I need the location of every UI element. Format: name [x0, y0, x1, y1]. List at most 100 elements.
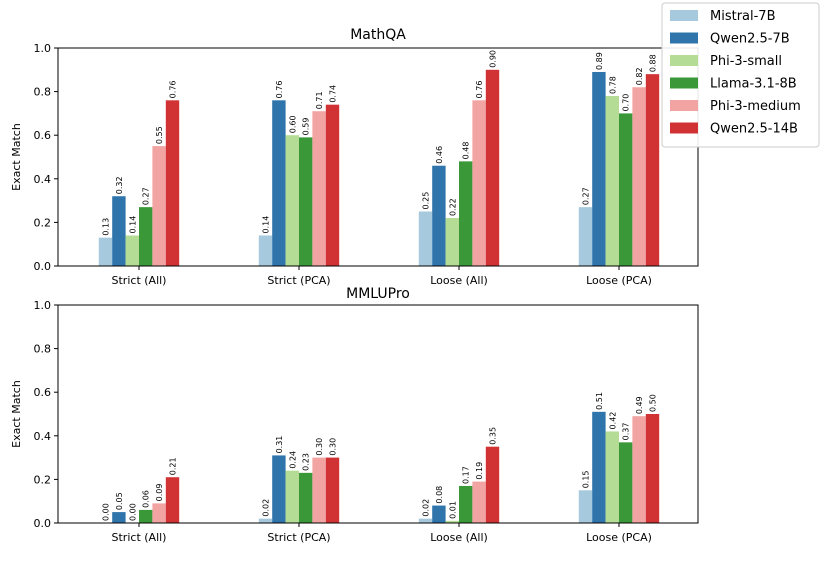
bar: [165, 100, 180, 266]
bar: [285, 470, 299, 523]
legend-label: Mistral-7B: [710, 9, 776, 24]
bar: [418, 518, 433, 523]
x-tick-label: Loose (PCA): [586, 274, 652, 287]
bar-value-label: 0.22: [448, 198, 457, 216]
y-axis-label: Exact Match: [10, 123, 23, 191]
bar: [592, 411, 606, 523]
bar: [432, 165, 446, 266]
legend-frame: [661, 2, 820, 148]
bar-value-label: 0.76: [275, 81, 284, 99]
bar-value-label: 0.35: [489, 427, 498, 445]
bar: [619, 113, 633, 267]
bar-value-label: 0.27: [582, 187, 591, 205]
bar: [459, 161, 473, 266]
panel-title: MMLUPro: [346, 286, 410, 302]
legend-label: Qwen2.5-7B: [710, 32, 790, 47]
bar: [272, 455, 286, 523]
x-tick-label: Strict (All): [112, 274, 167, 287]
x-ticks: Strict (All) Strict (PCA) Loose (All) Loose…: [112, 266, 652, 287]
bar-value-label: 0.01: [448, 501, 457, 519]
bar-value-label: 0.24: [288, 451, 297, 469]
bar-value-label: 0.76: [169, 81, 178, 99]
bar: [299, 472, 313, 523]
bar-value-label: 0.89: [595, 52, 604, 70]
legend-label: Llama-3.1-8B: [710, 77, 797, 92]
y-tick-label: 0.8: [34, 343, 52, 356]
y-tick-label: 0.2: [34, 473, 52, 486]
bar-value-label: 0.14: [262, 216, 271, 234]
legend: Mistral-7B Qwen2.5-7B Phi-3-small Llama-3.1…: [661, 2, 820, 148]
bars: [112, 411, 660, 523]
legend-swatch: [670, 32, 698, 44]
bar-value-label: 0.55: [155, 126, 164, 144]
legend-items: Mistral-7B Qwen2.5-7B Phi-3-small Llama-3.1…: [670, 9, 801, 137]
bar-value-label: 0.70: [622, 94, 631, 112]
x-tick-label: Strict (All): [112, 531, 167, 544]
bar: [472, 100, 486, 266]
bar-value-label: 0.02: [262, 499, 271, 517]
bar-value-label: 0.06: [142, 490, 151, 508]
bar-value-label: 0.59: [302, 118, 311, 136]
plot-frame: [57, 47, 699, 267]
bar-value-label: 0.00: [102, 503, 111, 521]
bar: [619, 442, 633, 523]
bar: [325, 457, 340, 523]
bar: [258, 518, 273, 523]
value-labels: 0.13 0.32 0.14 0.27 0.55 0.76 0.14 0.76 0.60 0.59…: [102, 50, 658, 236]
bar: [299, 137, 313, 266]
y-tick-label: 0.6: [34, 386, 52, 399]
bar: [312, 111, 326, 266]
bar-value-label: 0.13: [102, 218, 111, 236]
bar: [445, 218, 459, 266]
bar: [578, 207, 593, 266]
bar: [632, 416, 646, 523]
legend-label: Qwen2.5-14B: [710, 122, 798, 137]
bar: [98, 237, 113, 266]
bar-value-label: 0.76: [475, 81, 484, 99]
bar: [312, 457, 326, 523]
bar-value-label: 0.08: [435, 486, 444, 504]
y-tick-label: 0.0: [34, 260, 52, 273]
legend-swatch: [670, 122, 698, 134]
bar-value-label: 0.48: [462, 142, 471, 160]
panel-mmlupro: MMLUPro Exact Match 0.0 0.2 0.4 0.6 0.8 1.0 0…: [10, 286, 699, 544]
bar-value-label: 0.50: [649, 394, 658, 412]
bar: [485, 69, 500, 266]
bar-value-label: 0.42: [608, 412, 617, 430]
panel-title: MathQA: [350, 27, 406, 43]
bar: [112, 196, 126, 266]
bar-value-label: 0.25: [422, 192, 431, 210]
bar: [459, 485, 473, 523]
bar: [592, 71, 606, 266]
bar: [578, 490, 593, 523]
y-tick-label: 1.0: [34, 42, 52, 55]
bar: [645, 74, 660, 266]
bar: [645, 414, 660, 523]
legend-label: Phi-3-medium: [710, 99, 801, 114]
bar: [605, 95, 619, 267]
y-ticks: 0.0 0.2 0.4 0.6 0.8 1.0: [34, 42, 58, 273]
bar-value-label: 0.37: [622, 423, 631, 441]
bar-value-label: 0.19: [475, 462, 484, 480]
legend-swatch: [670, 55, 698, 66]
x-tick-label: Loose (All): [430, 274, 488, 287]
bar-value-label: 0.32: [115, 176, 124, 194]
bar: [632, 87, 646, 267]
y-tick-label: 0.8: [34, 86, 52, 99]
bar-value-label: 0.30: [315, 438, 324, 456]
bar-value-label: 0.71: [315, 91, 324, 109]
legend-swatch: [670, 77, 698, 89]
bar-value-label: 0.90: [489, 50, 498, 68]
bar-value-label: 0.78: [608, 76, 617, 94]
x-ticks: Strict (All) Strict (PCA) Loose (All) Loose…: [112, 523, 652, 544]
bar-value-label: 0.82: [635, 67, 644, 85]
legend-swatch: [670, 10, 698, 21]
panel-mathqa: MathQA Exact Match 0.0 0.2 0.4 0.6 0.8 1.0 0.…: [10, 27, 699, 287]
bar: [432, 505, 446, 523]
bar: [325, 104, 340, 267]
bar: [605, 431, 619, 523]
bar: [485, 446, 500, 523]
x-tick-label: Loose (PCA): [586, 531, 652, 544]
